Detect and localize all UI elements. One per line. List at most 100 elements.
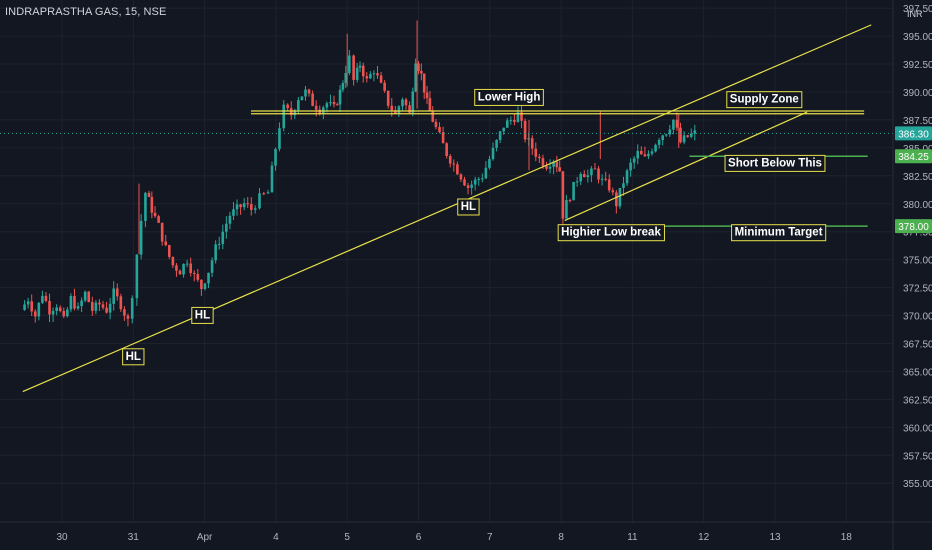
candle-body-down xyxy=(420,70,423,74)
trendline[interactable] xyxy=(22,24,872,393)
time-tick-label: 4 xyxy=(273,532,279,543)
price-badge-text: 386.30 xyxy=(898,129,929,140)
annotation-label[interactable]: HL xyxy=(191,306,214,324)
candle-body-up xyxy=(55,307,58,311)
annotation-text: Lower High xyxy=(478,91,541,103)
candle-body-up xyxy=(473,179,477,185)
candle-body-down xyxy=(604,178,607,180)
time-tick-label: 11 xyxy=(627,532,638,543)
annotation-box xyxy=(557,224,665,242)
candle-body-up xyxy=(575,181,579,183)
candle-body-up xyxy=(411,91,415,113)
candle-body-down xyxy=(582,174,586,178)
candle-body-up xyxy=(338,89,342,105)
price-badge-text: 384.25 xyxy=(898,152,929,163)
candle-body-down xyxy=(534,148,538,157)
candle-body-down xyxy=(431,110,435,122)
drawings[interactable] xyxy=(0,24,893,393)
candle-body-up xyxy=(348,55,351,74)
annotation-label[interactable]: Short Below This xyxy=(724,154,826,172)
candle-body-down xyxy=(390,105,394,111)
candle-body-down xyxy=(640,150,643,155)
candle-body-down xyxy=(33,311,37,317)
candle-body-down xyxy=(200,279,203,290)
candle-body-up xyxy=(108,303,112,313)
time-tick-label: 31 xyxy=(128,532,140,543)
candle-body-down xyxy=(62,311,66,317)
candle-body-up xyxy=(130,298,134,319)
candle-body-down xyxy=(459,174,463,180)
trendline[interactable] xyxy=(564,111,808,222)
price-tick-label: 365.00 xyxy=(903,367,932,378)
candle-body-up xyxy=(300,96,304,101)
price-tick-label: 377.50 xyxy=(903,228,932,239)
candle-body-up xyxy=(207,272,210,284)
candle-body-up xyxy=(329,102,332,104)
price-tick-label: 360.00 xyxy=(903,423,932,434)
candle-body-down xyxy=(58,307,62,312)
annotations[interactable]: HL HL HL Lower High Supply Zone Short Below T… xyxy=(122,88,827,366)
price-badge-text: 378.00 xyxy=(898,222,929,233)
time-tick-label: Apr xyxy=(197,532,213,543)
candle-body-up xyxy=(225,223,228,232)
annotation-label[interactable]: HL xyxy=(122,348,145,366)
price-tick-label: 395.00 xyxy=(903,32,932,43)
price-tick-label: 362.50 xyxy=(903,395,932,406)
annotation-text: Highier Low break xyxy=(561,227,661,239)
annotation-text: HL xyxy=(461,201,476,213)
candle-body-down xyxy=(463,179,466,186)
candle-body-up xyxy=(622,183,625,189)
candle-body-down xyxy=(164,241,168,246)
candle-body-up xyxy=(242,203,246,208)
annotation-text: Minimum Target xyxy=(735,227,823,239)
annotation-label[interactable]: Highier Low break xyxy=(557,224,665,242)
candle-body-up xyxy=(358,65,362,68)
candle-body-down xyxy=(441,132,445,144)
candle-body-down xyxy=(438,126,441,133)
annotation-text: Supply Zone xyxy=(730,94,799,106)
time-tick-label: 7 xyxy=(487,532,493,543)
candle-body-down xyxy=(434,121,438,127)
annotation-label[interactable]: HL xyxy=(457,198,480,216)
price-tick-label: 390.00 xyxy=(903,88,932,99)
candle-body-down xyxy=(101,304,105,308)
candle-body-up xyxy=(112,288,115,304)
candle-body-up xyxy=(297,100,300,111)
price-tick-label: 387.50 xyxy=(903,116,932,127)
candle-body-down xyxy=(119,296,123,310)
candle-body-up xyxy=(401,99,404,107)
candle-body-down xyxy=(425,92,429,99)
annotation-label[interactable]: Minimum Target xyxy=(731,224,827,242)
candle-body-up xyxy=(203,283,207,290)
candle-body-up xyxy=(232,209,235,216)
price-tick-label: 375.00 xyxy=(903,256,932,267)
candle-body-up xyxy=(344,73,348,84)
candle-body-up xyxy=(481,178,484,180)
candle-body-up xyxy=(689,133,693,137)
annotation-label[interactable]: Lower High xyxy=(474,88,544,106)
annotation-box xyxy=(731,224,827,242)
chart-title: INDRAPRASTHA GAS, 15, NSE xyxy=(5,6,167,18)
candle-body-down xyxy=(239,204,242,208)
candle-body-up xyxy=(26,301,30,305)
candle-body-up xyxy=(278,128,281,149)
candle-body-down xyxy=(679,127,682,143)
candle-body-up xyxy=(470,184,473,188)
candle-body-down xyxy=(150,196,154,213)
candle-body-down xyxy=(513,119,516,122)
candle-body-up xyxy=(579,174,583,182)
time-axis[interactable]: 30 31 Apr 4 5 6 7 8 11 12 13 18 xyxy=(0,521,932,543)
candle-body-down xyxy=(675,119,679,128)
time-tick-label: 5 xyxy=(344,532,350,543)
candle-body-down xyxy=(307,89,311,94)
price-badge-bg xyxy=(895,149,932,164)
time-tick-label: 8 xyxy=(558,532,564,543)
candle-body-down xyxy=(538,156,541,159)
annotation-box xyxy=(726,91,803,109)
candle-body-down xyxy=(30,301,33,312)
candle-body-down xyxy=(545,165,548,169)
candle-body-down xyxy=(192,272,196,275)
candle-body-up xyxy=(83,291,87,301)
annotation-label[interactable]: Supply Zone xyxy=(726,91,803,109)
